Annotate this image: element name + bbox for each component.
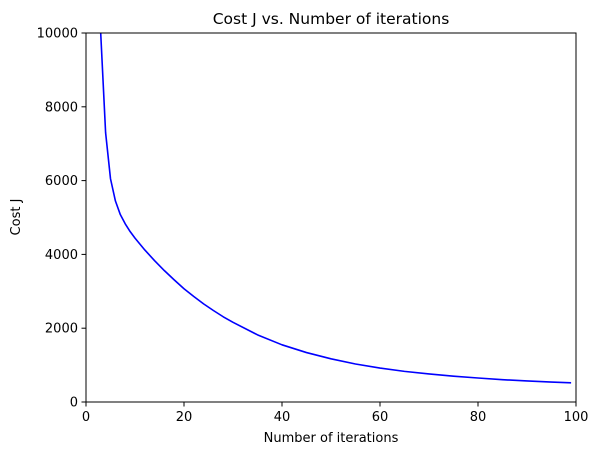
series-line-0 xyxy=(99,33,572,384)
y-axis-label: Cost J xyxy=(9,199,24,236)
plot-frame xyxy=(85,32,577,403)
y-tick-label: 10000 xyxy=(37,27,78,42)
y-tick-label: 4000 xyxy=(45,248,78,263)
chart-title: Cost J vs. Number of iterations xyxy=(213,10,450,28)
x-tick-label: 100 xyxy=(564,410,589,425)
x-axis-label: Number of iterations xyxy=(264,431,399,446)
y-tick-label: 0 xyxy=(70,396,78,411)
x-tick-label: 0 xyxy=(82,410,90,425)
y-tick-label: 6000 xyxy=(45,174,78,189)
x-tick-label: 20 xyxy=(176,410,193,425)
plot-area: 0 20 40 60 80 100 0 2000 4000 6000 8000 10000 xyxy=(37,27,589,426)
x-tick-label: 60 xyxy=(372,410,389,425)
x-tick-label: 80 xyxy=(470,410,487,425)
y-tick-label: 2000 xyxy=(45,322,78,337)
y-tick-label: 8000 xyxy=(45,100,78,115)
x-tick-label: 40 xyxy=(274,410,291,425)
